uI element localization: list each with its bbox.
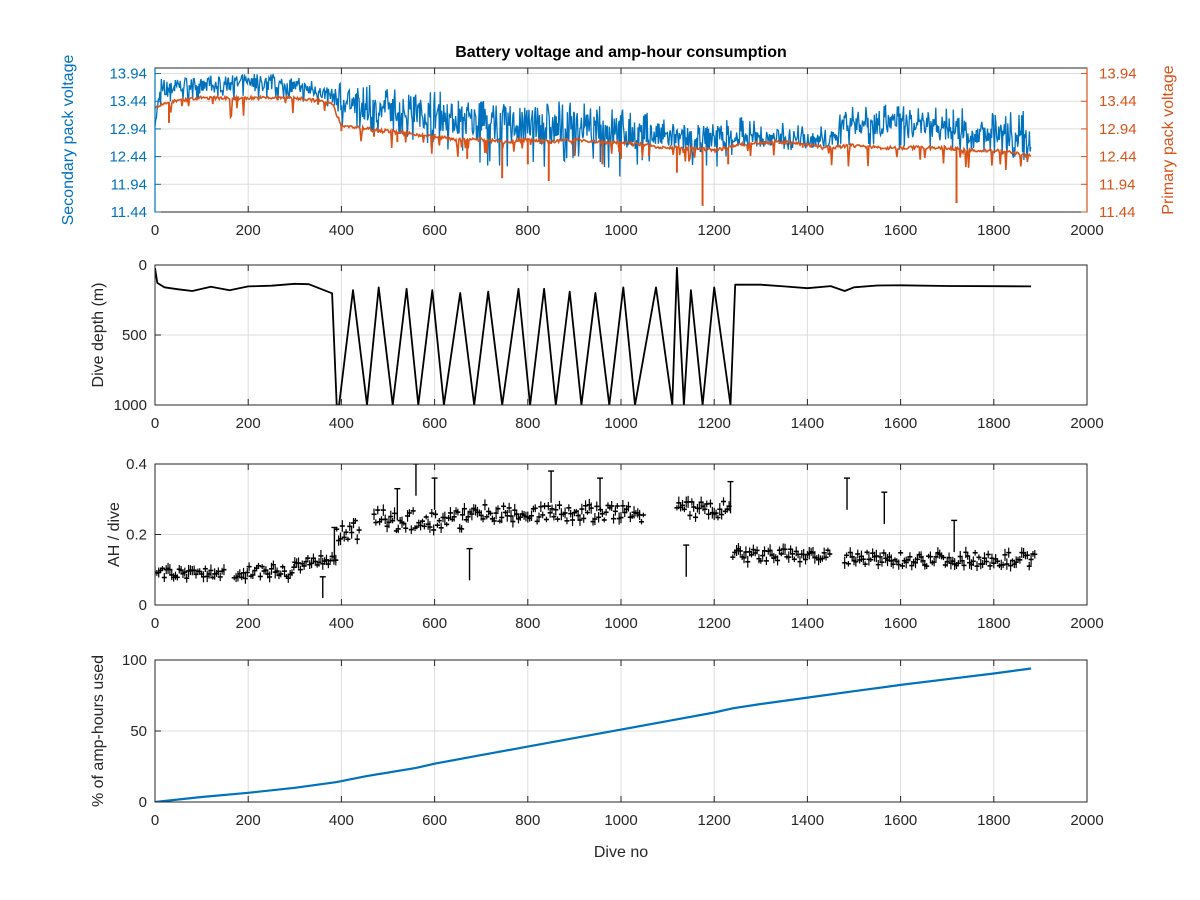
x-tick-label: 1600 — [884, 222, 917, 239]
x-tick-label: 0 — [151, 222, 159, 239]
x-tick-label: 2000 — [1070, 812, 1103, 829]
x-tick-label: 1000 — [604, 415, 637, 432]
x-tick-label: 1600 — [884, 415, 917, 432]
x-tick-label: 600 — [422, 812, 447, 829]
x-tick-label: 400 — [329, 615, 354, 632]
x-tick-label: 400 — [329, 812, 354, 829]
y-axis-label: Dive depth (m) — [90, 283, 107, 388]
x-tick-label: 200 — [236, 415, 261, 432]
x-tick-label: 2000 — [1070, 415, 1103, 432]
x-tick-label: 800 — [515, 415, 540, 432]
x-tick-label: 1400 — [791, 222, 824, 239]
y-tick-label: 13.44 — [109, 93, 147, 110]
x-tick-label: 800 — [515, 812, 540, 829]
x-tick-label: 2000 — [1070, 615, 1103, 632]
x-tick-label: 1800 — [977, 615, 1010, 632]
x-tick-label: 600 — [422, 222, 447, 239]
subplot-percent: 0 200 400 600 800 1000 1200 1400 1600 1800 2000 0 50… — [90, 652, 1104, 861]
y-tick-label: 0.2 — [126, 527, 147, 544]
subplot-voltage: 0 200 400 600 800 1000 1200 1400 1600 1800 200011.… — [60, 55, 1177, 239]
x-tick-label: 1000 — [604, 615, 637, 632]
x-tick-label: 800 — [515, 222, 540, 239]
x-tick-label: 1200 — [698, 615, 731, 632]
y-tick-label: 0 — [139, 597, 147, 614]
y-tick-label: 13.94 — [109, 66, 147, 83]
x-tick-label: 600 — [422, 415, 447, 432]
subplot-depth: 0 200 400 600 800 1000 1200 1400 1600 1800 2000 0 50… — [90, 257, 1104, 432]
y-tick-label: 50 — [130, 723, 147, 740]
plot-area-ah — [155, 464, 1038, 598]
x-axis-label: Dive no — [594, 844, 648, 861]
x-tick-label: 1800 — [977, 222, 1010, 239]
y-tick-label: 0.4 — [126, 456, 147, 473]
y2-tick-label: 13.44 — [1099, 93, 1137, 110]
x-tick-label: 800 — [515, 615, 540, 632]
x-tick-label: 1000 — [604, 222, 637, 239]
y-tick-label: 12.44 — [109, 149, 147, 166]
y-tick-label: 100 — [122, 652, 147, 669]
y2-axis-label: Primary pack voltage — [1160, 65, 1177, 214]
y2-tick-label: 11.94 — [1099, 176, 1135, 193]
secondary-voltage-line — [155, 73, 1032, 177]
x-tick-label: 1800 — [977, 415, 1010, 432]
x-tick-label: 2000 — [1070, 222, 1103, 239]
subplot-ah: 0 200 400 600 800 1000 1200 1400 1600 1800 2000 0 0.… — [106, 456, 1104, 632]
x-tick-label: 600 — [422, 615, 447, 632]
x-tick-label: 1400 — [791, 812, 824, 829]
y-tick-label: 12.94 — [109, 121, 147, 138]
primary-voltage-line — [155, 94, 1032, 171]
plot-area-depth — [155, 266, 1032, 405]
x-tick-label: 0 — [151, 615, 159, 632]
y-tick-label: 500 — [122, 327, 147, 344]
y2-tick-label: 12.44 — [1099, 149, 1137, 166]
x-tick-label: 1400 — [791, 415, 824, 432]
y-axis-label: AH / dive — [106, 502, 123, 567]
y-tick-label: 11.94 — [111, 176, 147, 193]
x-tick-label: 200 — [236, 222, 261, 239]
x-tick-label: 1200 — [698, 415, 731, 432]
percent-used-line — [155, 667, 1032, 802]
y-tick-label: 11.44 — [111, 204, 147, 221]
plot-area-voltage — [155, 73, 1032, 206]
x-tick-label: 1200 — [698, 812, 731, 829]
dive-depth-line — [155, 266, 1032, 405]
plot-area-percent — [155, 667, 1032, 802]
x-tick-label: 1800 — [977, 812, 1010, 829]
x-tick-label: 200 — [236, 812, 261, 829]
x-tick-label: 200 — [236, 615, 261, 632]
x-tick-label: 1400 — [791, 615, 824, 632]
x-tick-label: 0 — [151, 415, 159, 432]
y-tick-label: 1000 — [114, 397, 147, 414]
x-tick-label: 400 — [329, 222, 354, 239]
figure-title: Battery voltage and amp-hour consumption — [455, 44, 787, 61]
y-axis-label: % of amp-hours used — [90, 655, 107, 807]
y-tick-label: 0 — [139, 257, 147, 274]
y2-tick-label: 11.44 — [1099, 204, 1135, 221]
y2-tick-label: 13.94 — [1099, 66, 1137, 83]
y-tick-label: 0 — [139, 794, 147, 811]
x-tick-label: 1600 — [884, 615, 917, 632]
x-tick-label: 400 — [329, 415, 354, 432]
y-axis-label: Secondary pack voltage — [60, 55, 77, 226]
x-tick-label: 1600 — [884, 812, 917, 829]
x-tick-label: 0 — [151, 812, 159, 829]
x-tick-label: 1200 — [698, 222, 731, 239]
x-tick-label: 1000 — [604, 812, 637, 829]
subplots: 0 200 400 600 800 1000 1200 1400 1600 1800 200011.… — [60, 55, 1177, 861]
y2-tick-label: 12.94 — [1099, 121, 1137, 138]
